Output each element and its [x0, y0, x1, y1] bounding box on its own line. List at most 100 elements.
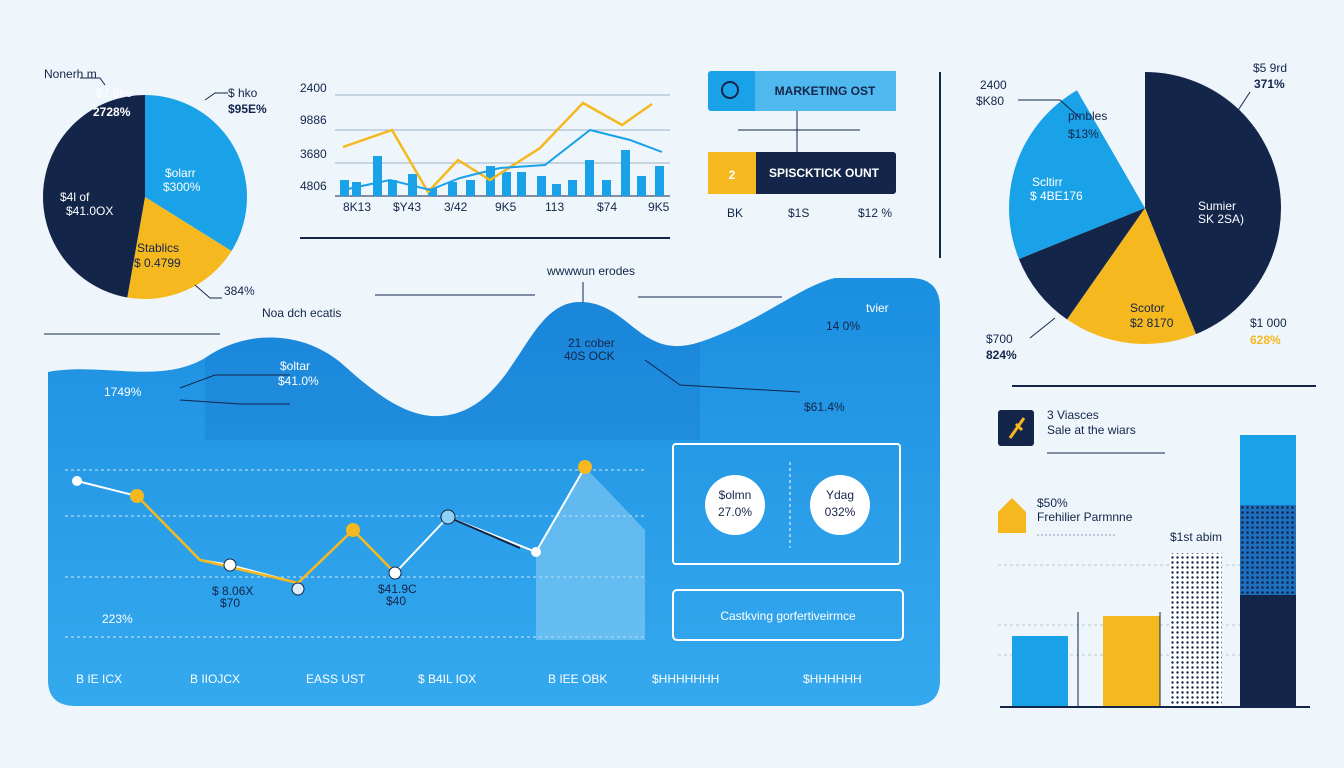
label: $7 5tio [96, 86, 132, 100]
panel-label: $41.0% [278, 374, 319, 388]
label: Sumier [1198, 199, 1236, 213]
panel-label: 14 0% [826, 319, 860, 333]
bar [1170, 553, 1222, 707]
tick-label: 4806 [300, 179, 327, 193]
kpi-circle [705, 475, 765, 535]
box-label-bg [755, 71, 896, 111]
bar [637, 176, 646, 196]
label: 2400 [980, 78, 1007, 92]
leader [1029, 317, 1056, 339]
box-title: MARKETING OST [775, 84, 876, 98]
panel-label: 40S OCK [564, 349, 615, 363]
note: Noa dch ecatis [262, 306, 341, 320]
bar [352, 182, 361, 196]
label: $13% [1068, 127, 1099, 141]
x-label: EASS UST [306, 672, 366, 686]
leader [1018, 99, 1081, 119]
label: $ 4BE176 [1030, 189, 1083, 203]
label: Stablics [137, 241, 179, 255]
legend: Frehilier Parmnne [1037, 510, 1133, 524]
pie-slice [145, 95, 247, 252]
mini-chart: 2400 9886 3680 4806 8K13 $Y43 3/42 9K5 1… [300, 81, 670, 239]
bar [1012, 636, 1068, 707]
bar [655, 166, 664, 196]
footer-label: $1S [788, 206, 809, 220]
box-number-bg [708, 152, 756, 194]
pie-title: Nonerh m [44, 67, 97, 81]
label: $5 9rd [1253, 61, 1287, 75]
point [346, 523, 360, 537]
leader [80, 77, 106, 86]
x-label: $HHHHHH [803, 672, 862, 686]
panel-label: 223% [102, 612, 133, 626]
leader [179, 399, 290, 405]
bar [502, 172, 511, 196]
label: 384% [224, 284, 255, 298]
panel-label: $70 [220, 596, 240, 610]
leader [1234, 91, 1251, 116]
label: Scotor [1130, 301, 1165, 315]
panel-label: $41.9C [378, 582, 417, 596]
label: $K80 [976, 94, 1004, 108]
footer-label: $12 % [858, 206, 892, 220]
line [342, 101, 653, 195]
icon-glyph [1008, 417, 1026, 439]
bar-segment [1240, 435, 1296, 505]
label: $95E% [228, 102, 267, 116]
point [223, 558, 237, 572]
x-label: B IIOJCX [190, 672, 240, 686]
point [578, 460, 592, 474]
bar [373, 156, 382, 196]
legend: 3 Viasces [1047, 408, 1099, 422]
label: SK 2SA) [1198, 212, 1244, 226]
label: $1 000 [1250, 316, 1287, 330]
label: $300% [163, 180, 201, 194]
caption: wwwwun erodes [546, 264, 635, 278]
bar [466, 180, 475, 196]
pie-slice [1066, 208, 1196, 344]
bar [552, 184, 561, 196]
label: $700 [986, 332, 1013, 346]
point [291, 582, 305, 596]
bar [340, 180, 349, 196]
line [342, 128, 663, 192]
leader [194, 284, 222, 299]
label: prnbles [1068, 109, 1107, 123]
marketing: MARKETING OST 2 SPISCKTICK OUNT BK $1S $… [708, 71, 941, 258]
point [388, 566, 402, 580]
button[interactable] [672, 589, 904, 641]
bar [448, 182, 457, 196]
kpi-box [672, 443, 901, 565]
point [130, 489, 144, 503]
label: $ hko [228, 86, 258, 100]
x-label: 9K5 [495, 200, 517, 214]
line [447, 516, 521, 549]
panel-label: $61.4% [804, 400, 845, 414]
label: $olarr [165, 166, 196, 180]
label: 371% [1254, 77, 1285, 91]
panel-label: 1749% [104, 385, 142, 399]
box-title: SPISCKTICK OUNT [769, 166, 880, 180]
tick-label: 9886 [300, 113, 327, 127]
x-label: 8K13 [343, 200, 371, 214]
bar [602, 180, 611, 196]
panel-label: tvier [866, 301, 889, 315]
x-label: B IE ICX [76, 672, 122, 686]
pie-slice [43, 95, 145, 298]
legend: $50% [1037, 496, 1068, 510]
x-label: $HHHHHHH [652, 672, 719, 686]
label: $41.0OX [66, 204, 113, 218]
button-label[interactable]: Castkving gorfertiveirmce [720, 609, 856, 623]
x-label: 3/42 [444, 200, 468, 214]
legend: Sale at the wiars [1047, 423, 1136, 437]
pie-slice [1145, 72, 1281, 335]
wave-shade [205, 302, 700, 440]
icon [721, 81, 739, 99]
pie-slice [127, 197, 232, 299]
kpi-value: 032% [825, 505, 856, 519]
pie-slice [1009, 90, 1145, 259]
bar-label: $1st abim [1170, 530, 1222, 544]
point [72, 476, 82, 486]
panel-label: $ 8.06X [212, 584, 253, 598]
point [440, 509, 456, 525]
